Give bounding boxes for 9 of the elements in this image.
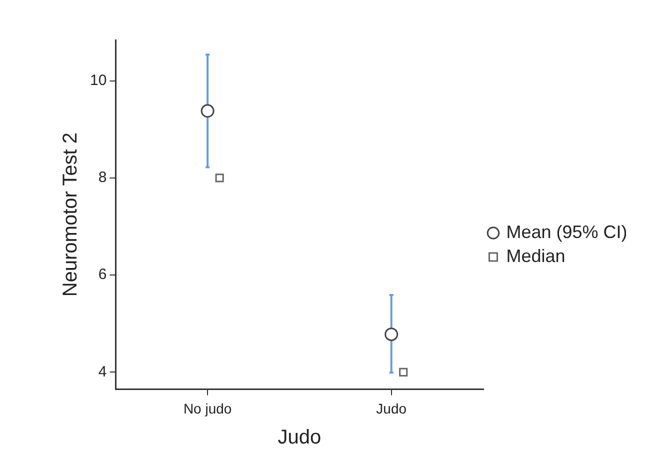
legend-label: Mean (95% CI) xyxy=(506,222,628,242)
y-axis-title: Neuromotor Test 2 xyxy=(60,132,82,297)
y-tick-label: 4 xyxy=(98,363,107,380)
y-tick-label: 6 xyxy=(98,266,107,284)
y-tick-label: 10 xyxy=(90,72,107,89)
y-tick-label: 8 xyxy=(98,169,107,186)
x-axis-title: Judo xyxy=(278,426,322,449)
x-tick-label: No judo xyxy=(183,400,232,416)
legend-label: Median xyxy=(506,246,566,266)
